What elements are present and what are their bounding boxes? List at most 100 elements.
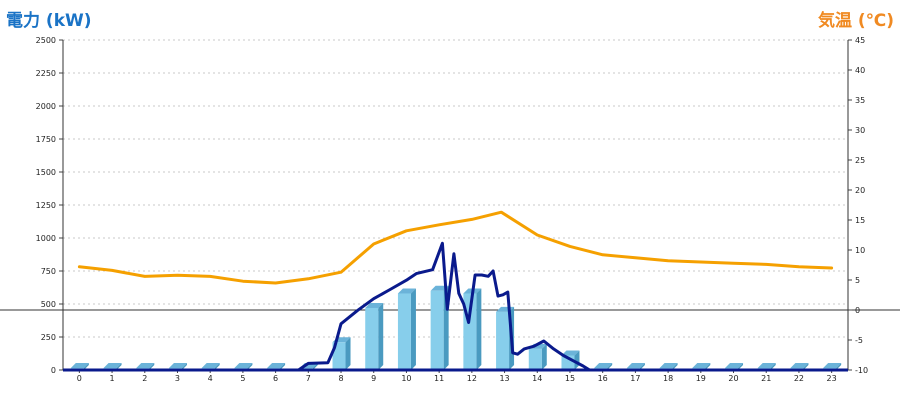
bar-side-face xyxy=(541,343,547,370)
x-tick-label: 2 xyxy=(142,374,147,383)
left-tick-label: 750 xyxy=(41,267,56,276)
x-tick-label: 7 xyxy=(306,374,311,383)
x-tick-label: 16 xyxy=(598,374,608,383)
bar-side-face xyxy=(149,363,155,370)
axes xyxy=(59,39,852,373)
left-tick-label: 2250 xyxy=(36,69,56,78)
bar-side-face xyxy=(116,363,122,370)
bar-front-face xyxy=(332,342,346,370)
bar-top-face xyxy=(594,363,613,368)
bar-side-face xyxy=(345,337,351,370)
x-tick-label: 9 xyxy=(371,374,376,383)
x-tick-label: 12 xyxy=(467,374,477,383)
x-tick-label: 5 xyxy=(240,374,245,383)
right-tick-label: 45 xyxy=(855,36,865,45)
left-tick-label: 1250 xyxy=(36,201,56,210)
right-tick-label: 0 xyxy=(855,306,860,315)
left-tick-label: 2500 xyxy=(36,36,56,45)
right-tick-label: 30 xyxy=(855,126,865,135)
x-tick-label: 19 xyxy=(696,374,706,383)
bar-side-face xyxy=(705,363,711,370)
x-tick-label: 21 xyxy=(761,374,771,383)
right-tick-label: 15 xyxy=(855,216,865,225)
bar-top-face xyxy=(103,363,122,368)
x-tick-label: 11 xyxy=(434,374,444,383)
bar-top-face xyxy=(70,363,89,368)
bar-top-face xyxy=(659,363,678,368)
bar-side-face xyxy=(803,363,809,370)
x-tick-label: 4 xyxy=(208,374,213,383)
x-tick-label: 3 xyxy=(175,374,180,383)
left-tick-label: 2000 xyxy=(36,102,56,111)
bar-side-face xyxy=(247,363,253,370)
right-tick-label: 10 xyxy=(855,246,865,255)
x-tick-label: 10 xyxy=(401,374,411,383)
bar-side-face xyxy=(378,302,384,370)
bar-top-face xyxy=(725,363,744,368)
tick-labels: 02505007501000125015001750200022502500-1… xyxy=(36,36,868,383)
right-axis-title: 気温 (℃) xyxy=(817,11,894,31)
left-tick-label: 1000 xyxy=(36,234,56,243)
bar-top-face xyxy=(561,350,580,356)
bar-side-face xyxy=(607,363,613,370)
left-tick-label: 500 xyxy=(41,300,56,309)
power-bars xyxy=(70,285,842,370)
bar-front-face xyxy=(430,290,444,370)
left-tick-label: 1750 xyxy=(36,135,56,144)
bar-side-face xyxy=(639,363,645,370)
temperature-line xyxy=(77,210,834,285)
bar-front-face xyxy=(496,311,510,370)
bar-front-face xyxy=(365,307,379,370)
bar-side-face xyxy=(836,363,842,370)
x-tick-label: 8 xyxy=(338,374,343,383)
power-bar xyxy=(365,302,384,370)
bar-side-face xyxy=(83,363,89,370)
right-tick-label: 5 xyxy=(855,276,860,285)
bar-side-face xyxy=(312,363,318,370)
grid-lines xyxy=(0,39,900,338)
bar-front-face xyxy=(397,293,411,370)
bar-top-face xyxy=(757,363,776,368)
bar-top-face xyxy=(692,363,711,368)
left-tick-label: 250 xyxy=(41,333,56,342)
x-tick-label: 22 xyxy=(794,374,804,383)
x-tick-label: 0 xyxy=(77,374,82,383)
x-tick-label: 13 xyxy=(499,374,509,383)
left-tick-label: 1500 xyxy=(36,168,56,177)
bar-top-face xyxy=(201,363,220,368)
x-tick-label: 15 xyxy=(565,374,575,383)
x-tick-label: 18 xyxy=(663,374,673,383)
right-tick-label: 20 xyxy=(855,186,865,195)
bar-side-face xyxy=(770,363,776,370)
bar-side-face xyxy=(476,288,482,370)
bar-top-face xyxy=(397,288,416,294)
power-bar xyxy=(463,288,482,370)
bar-top-face xyxy=(168,363,187,368)
series-lines xyxy=(77,210,834,372)
bar-top-face xyxy=(790,363,809,368)
x-tick-label: 6 xyxy=(273,374,278,383)
x-tick-label: 1 xyxy=(110,374,115,383)
x-tick-label: 14 xyxy=(532,374,542,383)
bar-side-face xyxy=(738,363,744,370)
bar-top-face xyxy=(234,363,253,368)
x-tick-label: 23 xyxy=(827,374,837,383)
left-tick-label: 0 xyxy=(51,366,56,375)
bar-side-face xyxy=(574,350,580,370)
bar-front-face xyxy=(528,348,542,370)
right-tick-label: 35 xyxy=(855,96,865,105)
left-axis-title: 電力 (kW) xyxy=(6,11,92,31)
bar-side-face xyxy=(214,363,220,370)
x-tick-label: 17 xyxy=(630,374,640,383)
power-bar xyxy=(397,288,416,370)
bar-top-face xyxy=(823,363,842,368)
right-tick-label: 25 xyxy=(855,156,865,165)
bar-side-face xyxy=(181,363,187,370)
bar-top-face xyxy=(365,302,384,308)
bar-side-face xyxy=(280,363,286,370)
right-tick-label: -5 xyxy=(855,336,863,345)
right-tick-label: 40 xyxy=(855,66,865,75)
x-tick-label: 20 xyxy=(728,374,738,383)
bar-top-face xyxy=(136,363,155,368)
